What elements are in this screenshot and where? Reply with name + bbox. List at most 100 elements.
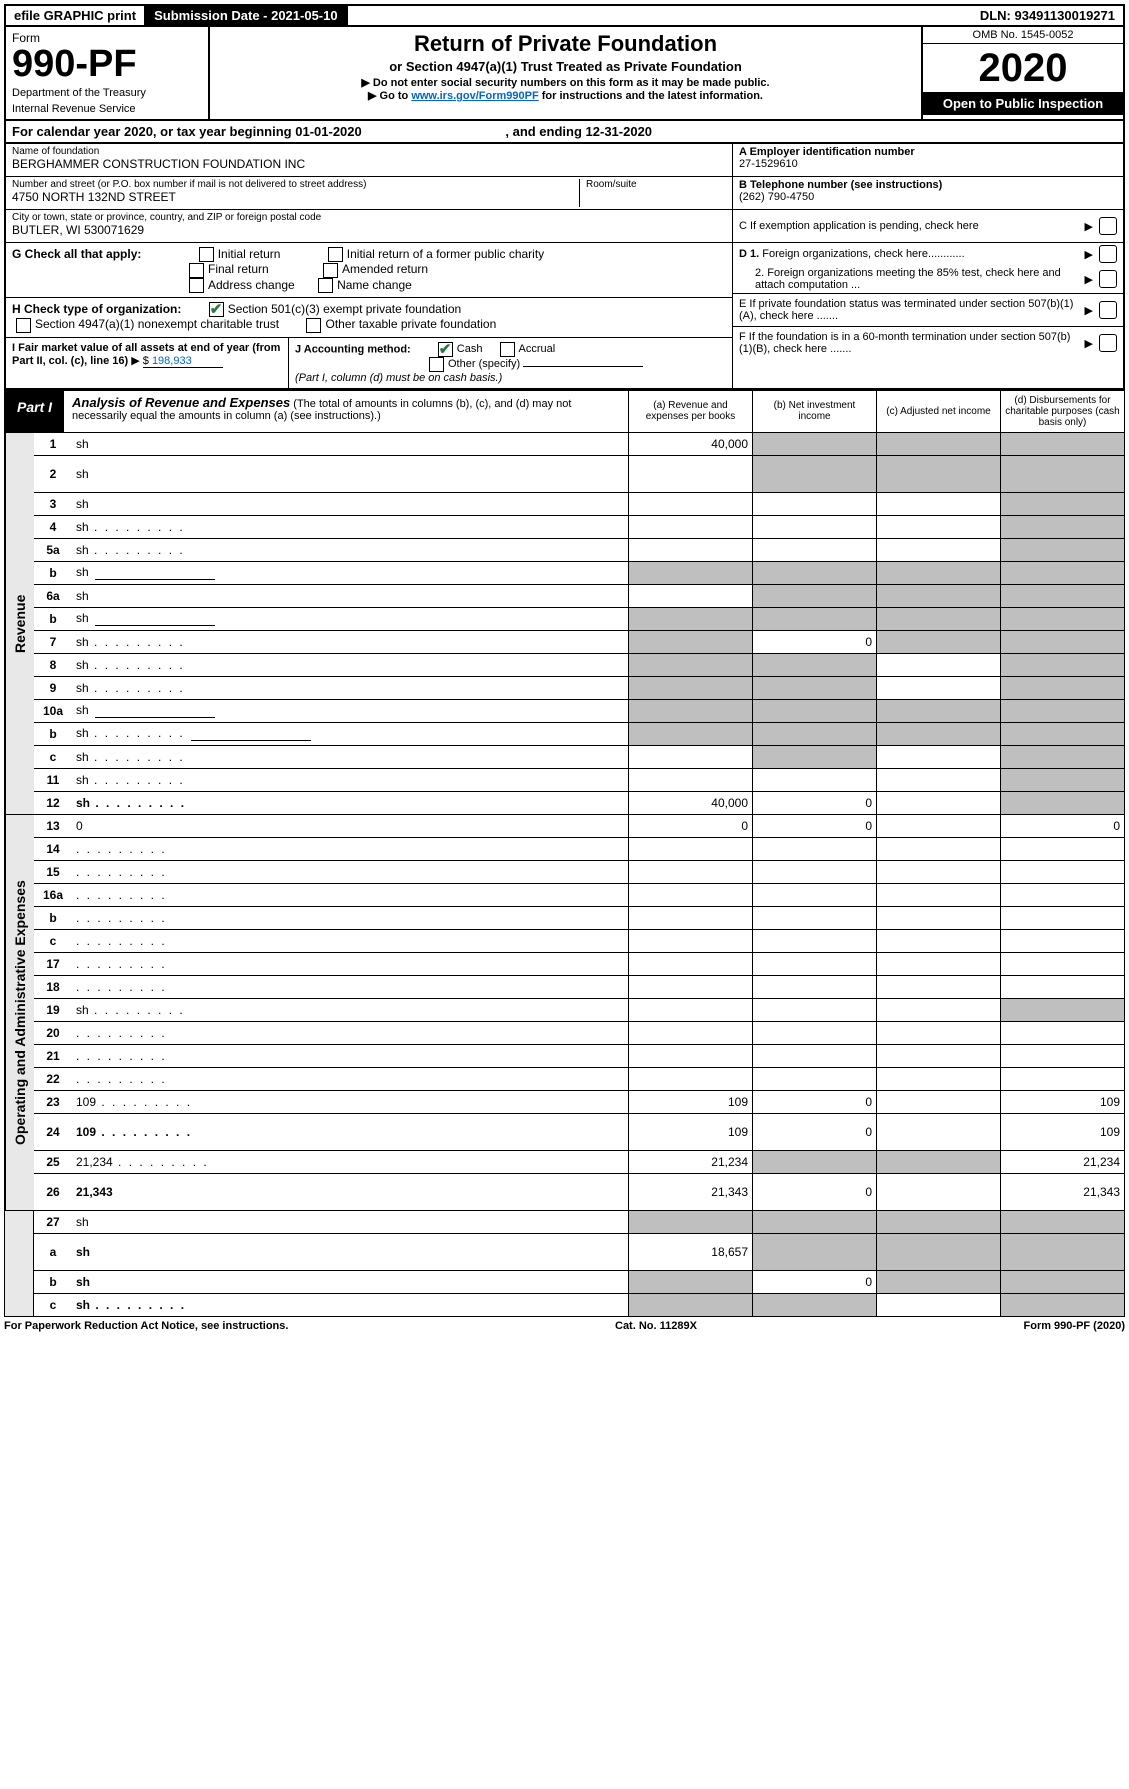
line-desc: sh — [72, 563, 628, 582]
line-desc: 109 — [72, 1093, 628, 1111]
addr-change-checkbox[interactable] — [189, 278, 204, 293]
4947-checkbox[interactable] — [16, 318, 31, 333]
line-desc: 21,343 — [72, 1183, 628, 1201]
cell-a — [628, 1211, 752, 1233]
line-number: b — [34, 909, 72, 927]
cell-b — [752, 700, 876, 722]
cell-c — [876, 884, 1000, 906]
cell-a — [628, 1022, 752, 1044]
cell-a — [628, 700, 752, 722]
efile-label: efile GRAPHIC print — [6, 6, 146, 25]
cell-b — [752, 769, 876, 791]
cell-a — [628, 1294, 752, 1316]
i-value[interactable]: 198,933 — [152, 355, 192, 367]
f-checkbox[interactable] — [1099, 334, 1117, 352]
cell-a — [628, 516, 752, 538]
d2-checkbox[interactable] — [1099, 270, 1117, 288]
initial-return-checkbox[interactable] — [199, 247, 214, 262]
foundation-name-cell: Name of foundation BERGHAMMER CONSTRUCTI… — [6, 144, 732, 177]
e-terminated-cell: E If private foundation status was termi… — [733, 294, 1123, 327]
g-opt-final: Final return — [208, 262, 269, 276]
cell-d — [1000, 792, 1124, 814]
cell-a — [628, 723, 752, 745]
line-desc: sh — [72, 724, 628, 743]
name-change-checkbox[interactable] — [318, 278, 333, 293]
line-number: b — [34, 610, 72, 628]
c-exemption-cell: C If exemption application is pending, c… — [733, 210, 1123, 243]
d1-checkbox[interactable] — [1099, 245, 1117, 263]
cell-c — [876, 539, 1000, 561]
form-title: Return of Private Foundation — [214, 31, 917, 57]
h-opt-501c3: Section 501(c)(3) exempt private foundat… — [228, 302, 461, 316]
i-arrow: ▶ — [131, 355, 139, 367]
c-checkbox[interactable] — [1099, 217, 1117, 235]
line-number: 11 — [34, 771, 72, 789]
cell-d — [1000, 1271, 1124, 1293]
i-prefix: $ — [143, 355, 152, 367]
cell-c — [876, 815, 1000, 837]
revenue-side-label: Revenue — [5, 433, 34, 814]
cell-c — [876, 1022, 1000, 1044]
line-desc: sh — [72, 701, 628, 720]
cell-d — [1000, 493, 1124, 515]
cell-a: 0 — [628, 815, 752, 837]
year-block: OMB No. 1545-0052 2020 Open to Public In… — [921, 27, 1123, 119]
final-return-checkbox[interactable] — [189, 263, 204, 278]
col-d-header: (d) Disbursements for charitable purpose… — [1001, 391, 1124, 432]
phone-value: (262) 790-4750 — [739, 191, 814, 203]
form-header: Form 990-PF Department of the Treasury I… — [4, 27, 1125, 121]
cell-d — [1000, 608, 1124, 630]
cell-d — [1000, 654, 1124, 676]
cell-b: 0 — [752, 1114, 876, 1150]
bottom-section: 27shash18,657bsh0csh — [4, 1211, 1125, 1317]
cell-d — [1000, 746, 1124, 768]
g-opt-initial: Initial return — [218, 247, 281, 261]
line-desc: sh — [72, 495, 628, 513]
cell-b — [752, 456, 876, 492]
cash-checkbox[interactable] — [438, 342, 453, 357]
line-number: 7 — [34, 633, 72, 651]
cell-d — [1000, 433, 1124, 455]
line-number: c — [34, 932, 72, 950]
accrual-checkbox[interactable] — [500, 342, 515, 357]
501c3-checkbox[interactable] — [209, 302, 224, 317]
line-number: 26 — [34, 1183, 72, 1201]
line-number: 22 — [34, 1070, 72, 1088]
g-label: G Check all that apply: — [12, 247, 141, 261]
irs-link[interactable]: www.irs.gov/Form990PF — [411, 90, 538, 102]
cell-c — [876, 1045, 1000, 1067]
cell-d — [1000, 930, 1124, 952]
line-desc: sh — [72, 518, 628, 536]
cell-c — [876, 792, 1000, 814]
cell-d — [1000, 769, 1124, 791]
cell-c — [876, 1151, 1000, 1173]
cell-a — [628, 976, 752, 998]
j-other: Other (specify) — [448, 358, 520, 370]
other-method-checkbox[interactable] — [429, 357, 444, 372]
line-number: a — [34, 1243, 72, 1261]
line-desc: sh — [72, 465, 628, 483]
cell-b — [752, 539, 876, 561]
other-taxable-checkbox[interactable] — [306, 318, 321, 333]
room-label: Room/suite — [586, 179, 726, 190]
e-label: E If private foundation status was termi… — [739, 298, 1079, 322]
j-note: (Part I, column (d) must be on cash basi… — [295, 372, 502, 384]
cell-a — [628, 930, 752, 952]
line-desc: sh — [72, 748, 628, 766]
line-desc: sh — [72, 1001, 628, 1019]
cell-b — [752, 608, 876, 630]
city-value: BUTLER, WI 530071629 — [12, 223, 726, 237]
line-number: 17 — [34, 955, 72, 973]
ein-value: 27-1529610 — [739, 158, 798, 170]
amended-checkbox[interactable] — [323, 263, 338, 278]
cell-b: 0 — [752, 631, 876, 653]
cell-a — [628, 456, 752, 492]
line-desc: sh — [72, 656, 628, 674]
initial-public-checkbox[interactable] — [328, 247, 343, 262]
e-checkbox[interactable] — [1099, 301, 1117, 319]
line-desc: sh — [72, 771, 628, 789]
entity-right: A Employer identification number 27-1529… — [732, 144, 1123, 388]
cell-a — [628, 654, 752, 676]
line-number: b — [34, 564, 72, 582]
line-desc: 109 — [72, 1123, 628, 1141]
